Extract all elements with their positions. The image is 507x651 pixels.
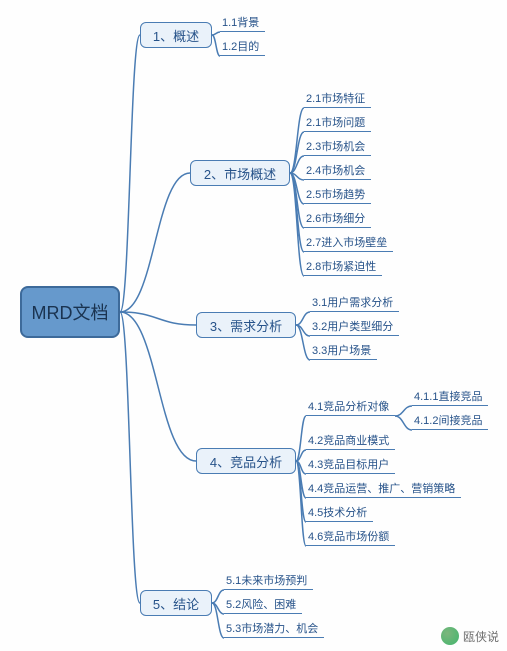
connector (296, 461, 306, 498)
leaf-b1c1[interactable]: 1.1背景 (220, 14, 265, 32)
leaf-b2c2[interactable]: 2.1市场问题 (304, 114, 371, 132)
connector (290, 108, 304, 173)
connector (296, 312, 310, 325)
leaf-b4c1b[interactable]: 4.1.2间接竞品 (412, 412, 488, 430)
leaf-b2c4[interactable]: 2.4市场机会 (304, 162, 371, 180)
leaf-b2c3[interactable]: 2.3市场机会 (304, 138, 371, 156)
leaf-b3c3[interactable]: 3.3用户场景 (310, 342, 377, 360)
connector (212, 32, 220, 35)
connector (290, 156, 304, 173)
connector (290, 173, 304, 180)
connector (212, 603, 224, 638)
connector (395, 416, 412, 430)
connector (296, 461, 306, 546)
leaf-b2c1[interactable]: 2.1市场特征 (304, 90, 371, 108)
leaf-b5c3[interactable]: 5.3市场潜力、机会 (224, 620, 324, 638)
branch-b3[interactable]: 3、需求分析 (196, 312, 296, 338)
connector (120, 173, 190, 312)
connector (290, 173, 304, 228)
leaf-b3c2[interactable]: 3.2用户类型细分 (310, 318, 399, 336)
connector (290, 173, 304, 252)
connector (290, 173, 304, 276)
leaf-b3c1[interactable]: 3.1用户需求分析 (310, 294, 399, 312)
connector (212, 590, 224, 603)
connector (296, 450, 306, 461)
connector (120, 312, 196, 325)
leaf-b1c2[interactable]: 1.2目的 (220, 38, 265, 56)
connector (120, 35, 140, 312)
branch-b1[interactable]: 1、概述 (140, 22, 212, 48)
connector (296, 416, 306, 461)
connector (120, 312, 196, 461)
branch-b2[interactable]: 2、市场概述 (190, 160, 290, 186)
connector (212, 603, 224, 614)
watermark: 瓯侠说 (441, 627, 499, 645)
mindmap-canvas: 瓯侠说 MRD文档 1、概述 1.1背景 1.2目的 2、市场概述 2.1市场特征 2.1市… (0, 0, 507, 651)
leaf-b5c1[interactable]: 5.1未来市场预判 (224, 572, 313, 590)
connector (290, 132, 304, 173)
leaf-b4c4[interactable]: 4.4竞品运营、推广、营销策略 (306, 480, 461, 498)
branch-b4[interactable]: 4、竞品分析 (196, 448, 296, 474)
connector (296, 461, 306, 522)
root-node[interactable]: MRD文档 (20, 286, 120, 338)
connector (212, 35, 220, 56)
watermark-label: 瓯侠说 (463, 628, 499, 645)
leaf-b5c2[interactable]: 5.2风险、困难 (224, 596, 302, 614)
leaf-b4c3[interactable]: 4.3竞品目标用户 (306, 456, 395, 474)
leaf-b2c6[interactable]: 2.6市场细分 (304, 210, 371, 228)
leaf-b4c2[interactable]: 4.2竞品商业模式 (306, 432, 395, 450)
watermark-icon (441, 627, 459, 645)
connector (290, 173, 304, 204)
leaf-b4c1[interactable]: 4.1竞品分析对像 (306, 398, 395, 416)
leaf-b2c7[interactable]: 2.7进入市场壁垒 (304, 234, 393, 252)
leaf-b4c6[interactable]: 4.6竞品市场份额 (306, 528, 395, 546)
leaf-b2c8[interactable]: 2.8市场紧迫性 (304, 258, 382, 276)
branch-b5[interactable]: 5、结论 (140, 590, 212, 616)
connector (395, 406, 412, 416)
leaf-b2c5[interactable]: 2.5市场趋势 (304, 186, 371, 204)
connector (296, 325, 310, 360)
connector (296, 325, 310, 336)
leaf-b4c5[interactable]: 4.5技术分析 (306, 504, 373, 522)
connector (296, 461, 306, 474)
leaf-b4c1a[interactable]: 4.1.1直接竞品 (412, 388, 488, 406)
connector (120, 312, 140, 603)
